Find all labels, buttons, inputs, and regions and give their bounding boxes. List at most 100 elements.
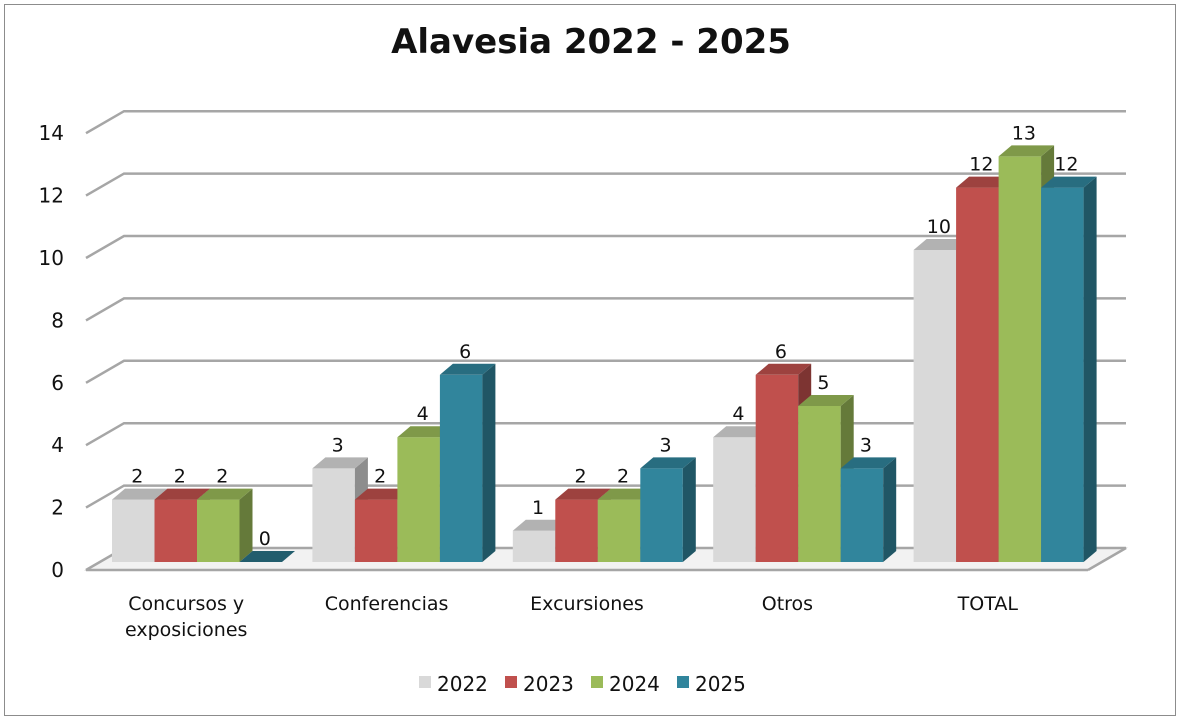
legend-label: 2024 [609,672,660,696]
bar-front [397,437,440,562]
y-tick-label: 0 [51,558,64,582]
legend-label: 2025 [695,672,746,696]
y-tick-label: 4 [51,433,64,457]
bar-side [239,488,253,562]
bar-front [640,468,683,562]
data-label: 12 [1054,154,1078,176]
x-category-label: Concursos y exposiciones [125,593,247,641]
y-tick-label: 8 [51,308,64,332]
bar-side [1083,176,1097,562]
bar-front [512,530,556,562]
bar-top [956,176,1012,188]
floor-edge [1087,546,1127,572]
bar-front [312,468,355,562]
data-label: 10 [927,216,951,238]
x-category-label-line: exposiciones [125,619,247,641]
x-axis-categories: Concursos y exposiciones Conferencias Excur… [125,593,1018,641]
legend-swatch [677,676,689,688]
data-label: 4 [732,403,744,425]
data-label: 0 [259,528,271,550]
bar-front [956,187,999,562]
bar-front [1041,187,1084,562]
data-label: 5 [817,372,829,394]
bar-top [154,488,210,500]
bar-top [439,363,496,375]
x-category-label: Excursiones [530,593,644,615]
data-label: 1 [532,497,544,519]
data-label: 12 [969,154,993,176]
y-tick-label: 12 [39,184,64,208]
bar [640,457,696,562]
data-label: 2 [216,466,228,488]
x-category-label-line: Excursiones [530,593,644,615]
bars [112,145,1097,562]
bar-top [755,363,812,375]
bar-side [682,457,696,562]
legend-label: 2023 [523,672,574,696]
bar-front [439,374,483,562]
data-label: 2 [374,466,386,488]
bar-front [998,156,1042,562]
bar-front [354,499,398,562]
data-label: 2 [174,466,186,488]
bar-side [482,363,496,562]
y-tick-label: 10 [39,246,64,270]
bar [239,551,295,562]
bar-top [555,488,611,500]
y-tick-label: 6 [51,371,64,395]
chart-title: Alavesia 2022 - 2025 [391,22,791,62]
bar-front [798,406,841,562]
x-category-label-line: Otros [762,593,813,615]
bar-top [397,426,453,438]
bar-front [840,468,884,562]
data-label: 3 [860,434,872,456]
bar [1041,176,1097,562]
data-label: 6 [459,341,471,363]
data-label: 13 [1012,122,1036,144]
x-category-label: TOTAL [957,593,1019,615]
bar-front [913,250,957,562]
bar-top [354,488,411,500]
bar-top [197,488,253,500]
bar-front [112,499,155,562]
data-label: 2 [575,466,587,488]
gridline [85,297,1126,322]
bar-front [597,499,641,562]
gridline [85,234,1126,260]
bar [197,488,253,562]
bar-top [798,395,854,406]
bar-top [640,457,696,469]
bar [840,457,897,562]
x-category-label-line: TOTAL [957,593,1019,615]
bar-top [312,457,368,469]
bar-side [883,457,897,562]
bar-top [913,239,970,250]
y-axis-ticks: 0 2 4 6 8 10 12 14 [39,121,64,582]
bar-top [840,457,897,469]
data-label: 2 [131,466,143,488]
legend-swatch [419,676,431,688]
bar-top [998,145,1055,157]
bar-front [197,499,240,562]
bar-top [239,551,295,562]
x-category-label-line: Concursos y [128,593,244,615]
y-tick-label: 2 [51,496,64,520]
x-category-label: Conferencias [325,593,449,615]
gridline [85,172,1126,197]
bar [439,363,496,562]
bar-top [597,488,654,500]
bar-front [154,499,197,562]
data-label: 2 [617,466,629,488]
bar-top [1041,176,1097,188]
data-label: 3 [332,434,344,456]
bar-front [555,499,598,562]
bar-top [512,519,569,531]
data-label: 6 [775,341,787,363]
bar-front [755,374,799,562]
gridline [85,109,1126,135]
legend-label: 2022 [437,672,488,696]
x-category-label-line: Conferencias [325,593,449,615]
bar-top [713,426,769,438]
